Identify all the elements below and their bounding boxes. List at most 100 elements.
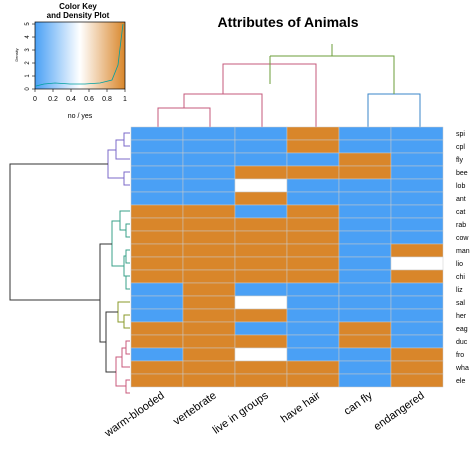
heatmap-cell <box>234 321 288 336</box>
heatmap-cell <box>234 139 288 154</box>
heatmap-cell <box>234 295 288 310</box>
heatmap-cell <box>182 373 236 388</box>
color-key-subtitle: and Density Plot <box>47 11 110 20</box>
row-label: bee <box>456 170 468 177</box>
row-label: cow <box>456 235 469 242</box>
heatmap-cell <box>182 217 236 232</box>
heatmap-cell <box>286 360 340 375</box>
row-labels: spi cpl fly bee lob ant cat rab cow man lio chi liz s… <box>455 131 470 385</box>
heatmap-cell <box>390 139 444 154</box>
heatmap-cell <box>234 373 288 388</box>
heatmap-cell <box>182 308 236 323</box>
heatmap-cell <box>182 191 236 206</box>
heatmap-cell <box>338 217 392 232</box>
row-label: spi <box>456 131 465 138</box>
heatmap-cell <box>130 165 184 180</box>
heatmap-cell <box>130 295 184 310</box>
heatmap-cell <box>234 178 288 193</box>
heatmap-cell <box>130 360 184 375</box>
color-key-y-tick-label: 4 <box>25 35 31 39</box>
heatmap-cell <box>390 347 444 362</box>
heatmap-cell <box>130 321 184 336</box>
heatmap-cell <box>182 165 236 180</box>
column-label: live in groups <box>211 389 271 436</box>
row-label: ele <box>456 378 465 385</box>
heatmap-cell <box>234 243 288 258</box>
heatmap-cell <box>286 256 340 271</box>
heatmap-cell <box>338 230 392 245</box>
heatmap-cell <box>338 360 392 375</box>
heatmap-cell <box>182 295 236 310</box>
heatmap-cell <box>390 217 444 232</box>
heatmap-cell <box>234 191 288 206</box>
heatmap-cell <box>390 178 444 193</box>
row-label: chi <box>456 274 465 281</box>
heatmap-cell <box>286 191 340 206</box>
heatmap-cell <box>338 321 392 336</box>
color-key-xlabel: no / yes <box>68 113 93 120</box>
row-label: lob <box>456 183 465 190</box>
heatmap-cell <box>234 334 288 349</box>
heatmap-cell <box>234 360 288 375</box>
color-key-x-tick-label: 0.4 <box>66 96 76 103</box>
row-label: man <box>456 248 470 255</box>
row-label: rab <box>456 222 466 229</box>
row-label: sal <box>456 300 465 307</box>
heatmap-cell <box>338 178 392 193</box>
heatmap-cell <box>390 308 444 323</box>
heatmap-cell <box>390 191 444 206</box>
heatmap-cell <box>182 243 236 258</box>
heatmap-cell <box>234 152 288 167</box>
column-label: endangered <box>372 390 427 434</box>
heatmap-cell <box>286 165 340 180</box>
chart-title: Attributes of Animals <box>217 14 358 30</box>
heatmap-cell <box>390 269 444 284</box>
heatmap-cell <box>234 282 288 297</box>
heatmap-cell <box>286 204 340 219</box>
heatmap-cell <box>338 243 392 258</box>
heatmap-cell <box>286 139 340 154</box>
heatmap-cell <box>338 269 392 284</box>
column-label: vertebrate <box>171 390 218 428</box>
row-label: fly <box>456 157 464 164</box>
row-label: wha <box>455 365 469 372</box>
heatmap-cell <box>182 126 236 141</box>
heatmap-cell <box>390 126 444 141</box>
heatmap-cell <box>182 230 236 245</box>
heatmap-cell <box>182 334 236 349</box>
heatmap-cell <box>390 165 444 180</box>
heatmap-cell <box>286 347 340 362</box>
column-label: have hair <box>279 389 323 425</box>
heatmap-cell <box>390 243 444 258</box>
heatmap-cell <box>234 347 288 362</box>
heatmap-cell <box>234 204 288 219</box>
heatmap-cell <box>390 334 444 349</box>
heatmap-cell <box>286 373 340 388</box>
color-key-x-tick-label: 1 <box>123 96 127 103</box>
color-key-x-tick-label: 0 <box>33 96 37 103</box>
heatmap-cell <box>130 347 184 362</box>
heatmap-cell <box>338 139 392 154</box>
heatmap-cell <box>130 269 184 284</box>
heatmap-cell <box>130 256 184 271</box>
heatmap-cell <box>286 152 340 167</box>
heatmap-cells <box>130 126 444 388</box>
row-label: fro <box>456 352 464 359</box>
row-label: cat <box>456 209 465 216</box>
heatmap-cell <box>286 334 340 349</box>
color-key-y-tick-label: 0 <box>25 87 31 91</box>
heatmap-cell <box>234 126 288 141</box>
row-dendrogram <box>9 132 130 394</box>
heatmap-cell <box>182 139 236 154</box>
heatmap-cell <box>390 230 444 245</box>
color-key-y-tick-label: 3 <box>25 48 31 52</box>
heatmap-cell <box>182 256 236 271</box>
heatmap-cell <box>130 139 184 154</box>
color-key-y-tick-label: 5 <box>25 22 31 26</box>
heatmap-cell <box>130 178 184 193</box>
column-label: warm-blooded <box>102 390 167 440</box>
color-key-y-tick-label: 2 <box>25 61 31 65</box>
heatmap-cell <box>338 347 392 362</box>
column-dendrogram <box>157 44 421 127</box>
